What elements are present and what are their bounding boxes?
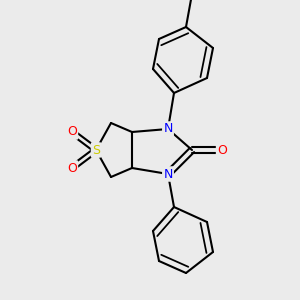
Text: N: N bbox=[163, 122, 173, 136]
Text: O: O bbox=[67, 125, 77, 139]
Text: O: O bbox=[67, 161, 77, 175]
Text: O: O bbox=[217, 143, 227, 157]
Text: N: N bbox=[163, 167, 173, 181]
Text: S: S bbox=[92, 143, 100, 157]
